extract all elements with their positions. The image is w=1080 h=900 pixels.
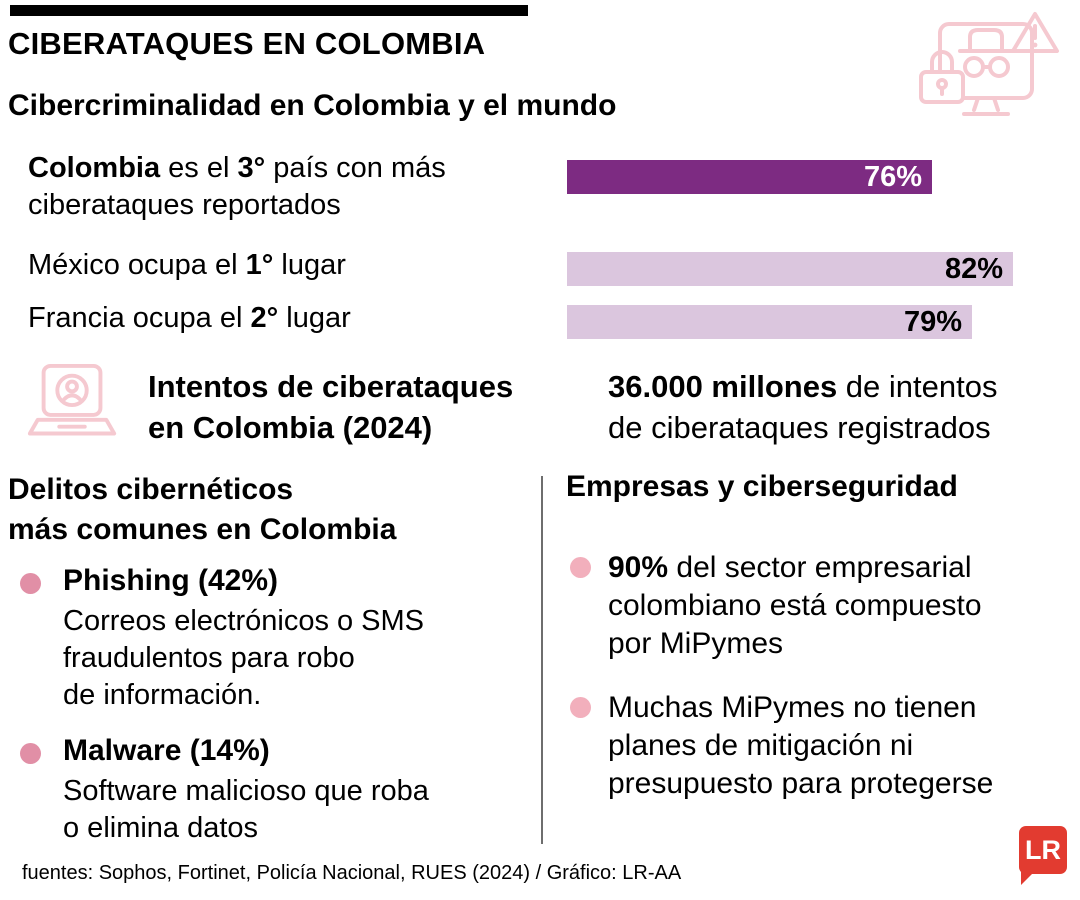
empresas-item-1: 90% del sector empresarial colombiano est… bbox=[608, 549, 982, 663]
empresas-item1-line3: por MiPymes bbox=[608, 627, 784, 660]
intentos-heading-line2: en Colombia (2024) bbox=[148, 410, 433, 445]
bar-label-mexico: México ocupa el 1° lugar bbox=[28, 247, 346, 284]
bar-label-francia-start: Francia ocupa el bbox=[28, 302, 251, 334]
bar-label-colombia: Colombia es el 3° país con más ciberataqu… bbox=[28, 150, 446, 224]
malware-desc-line1: Software malicioso que roba bbox=[63, 775, 429, 807]
bar-label-mexico-end: lugar bbox=[273, 249, 346, 281]
empresas-heading: Empresas y ciberseguridad bbox=[566, 470, 958, 503]
bar-label-francia-end: lugar bbox=[278, 302, 351, 334]
section-heading-cibercriminalidad: Cibercriminalidad en Colombia y el mundo bbox=[8, 89, 617, 122]
bar-label-colombia-country: Colombia bbox=[28, 152, 161, 184]
lr-logo-tail bbox=[1021, 872, 1034, 885]
bar-francia: 79% bbox=[567, 305, 972, 339]
bar-label-colombia-line2: ciberataques reportados bbox=[28, 189, 341, 221]
bullet-mipymes-plans bbox=[570, 697, 591, 718]
bar-label-colombia-mid: es el bbox=[160, 152, 238, 184]
intentos-stat: 36.000 millones de intentos de ciberataqu… bbox=[608, 366, 997, 448]
empresas-item2-line2: planes de mitigación ni bbox=[608, 729, 914, 762]
intentos-stat-rest: de intentos bbox=[837, 369, 998, 404]
phishing-description: Correos electrónicos o SMS fraudulentos p… bbox=[63, 603, 424, 714]
bar-value-francia: 79% bbox=[903, 306, 962, 338]
page-title: CIBERATAQUES EN COLOMBIA bbox=[8, 26, 486, 61]
bar-label-francia: Francia ocupa el 2° lugar bbox=[28, 300, 351, 337]
bar-label-francia-rank: 2° bbox=[250, 302, 279, 334]
phishing-desc-line3: de información. bbox=[63, 679, 262, 711]
delitos-heading-line2: más comunes en Colombia bbox=[8, 513, 397, 546]
malware-desc-line2: o elimina datos bbox=[63, 812, 259, 844]
delitos-heading: Delitos cibernéticos más comunes en Colom… bbox=[8, 470, 396, 550]
delitos-heading-line1: Delitos cibernéticos bbox=[8, 473, 294, 506]
phishing-desc-line1: Correos electrónicos o SMS bbox=[63, 605, 425, 637]
bullet-phishing bbox=[20, 573, 41, 594]
intentos-stat-number: 36.000 millones bbox=[608, 369, 838, 404]
bar-label-mexico-start: México ocupa el bbox=[28, 249, 246, 281]
empresas-item1-line2: colombiano está compuesto bbox=[608, 589, 982, 622]
lr-logo-text: LR bbox=[1025, 834, 1061, 865]
empresas-item1-line1: del sector empresarial bbox=[668, 551, 972, 584]
intentos-stat-line2: de ciberataques registrados bbox=[608, 410, 991, 445]
hacker-computer-icon bbox=[919, 12, 1059, 116]
empresas-item2-line3: presupuesto para protegerse bbox=[608, 767, 994, 800]
intentos-heading-line1: Intentos de ciberataques bbox=[148, 369, 514, 404]
header-rule bbox=[10, 5, 528, 16]
phishing-desc-line2: fraudulentos para robo bbox=[63, 642, 355, 674]
bullet-malware bbox=[20, 743, 41, 764]
lr-logo: LR bbox=[1019, 826, 1067, 874]
empresas-item2-line1: Muchas MiPymes no tienen bbox=[608, 691, 977, 724]
bar-colombia: 76% bbox=[567, 160, 932, 194]
bar-label-colombia-end: país con más bbox=[265, 152, 446, 184]
bar-value-colombia: 76% bbox=[863, 161, 922, 193]
hacker-laptop-icon bbox=[27, 363, 117, 436]
column-divider bbox=[541, 476, 543, 844]
phishing-title: Phishing (42%) bbox=[63, 564, 279, 597]
empresas-item1-number: 90% bbox=[608, 551, 669, 584]
bar-value-mexico: 82% bbox=[944, 253, 1003, 285]
malware-title: Malware (14%) bbox=[63, 734, 270, 767]
bar-mexico: 82% bbox=[567, 252, 1013, 286]
sources-credit: fuentes: Sophos, Fortinet, Policía Nacio… bbox=[22, 862, 682, 884]
empresas-item-2: Muchas MiPymes no tienen planes de mitiga… bbox=[608, 689, 993, 803]
intentos-heading: Intentos de ciberataques en Colombia (202… bbox=[148, 366, 513, 448]
bar-label-colombia-rank: 3° bbox=[237, 152, 266, 184]
malware-description: Software malicioso que roba o elimina dat… bbox=[63, 773, 429, 847]
bullet-mipymes-share bbox=[570, 557, 591, 578]
bar-label-mexico-rank: 1° bbox=[245, 249, 274, 281]
